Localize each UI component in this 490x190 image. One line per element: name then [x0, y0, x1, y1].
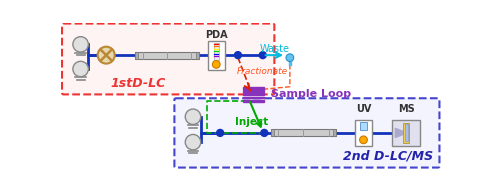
Text: Waste: Waste [259, 44, 290, 54]
Bar [214, 43, 219, 60]
Circle shape [360, 136, 368, 144]
Text: PDA: PDA [205, 30, 227, 40]
Circle shape [185, 135, 201, 150]
Bar [244, 100, 264, 101]
Bar [392, 120, 420, 146]
FancyBboxPatch shape [62, 24, 274, 94]
Polygon shape [286, 54, 294, 61]
Bar [270, 129, 336, 136]
Bar [403, 123, 409, 143]
Bar [196, 52, 199, 59]
Circle shape [185, 109, 201, 124]
Bar [244, 87, 264, 89]
Bar [333, 129, 336, 136]
Bar [244, 93, 264, 95]
FancyBboxPatch shape [174, 98, 440, 168]
Text: UV: UV [356, 104, 371, 114]
Text: Inject: Inject [235, 117, 269, 127]
Bar [244, 90, 264, 92]
Bar [270, 129, 273, 136]
Text: 2nd D-LC/MS: 2nd D-LC/MS [343, 150, 433, 163]
Circle shape [98, 47, 115, 64]
Polygon shape [395, 128, 403, 138]
Bar [355, 120, 372, 146]
Circle shape [73, 61, 88, 77]
Bar [360, 122, 368, 130]
Bar [135, 52, 138, 59]
Text: 1stD-LC: 1stD-LC [110, 77, 165, 90]
Circle shape [234, 52, 242, 59]
Bar [405, 124, 408, 141]
Bar [208, 40, 225, 70]
Circle shape [217, 129, 223, 136]
Circle shape [259, 52, 266, 59]
Text: Fractionate: Fractionate [236, 67, 288, 76]
Circle shape [261, 129, 268, 136]
Circle shape [73, 37, 88, 52]
Text: MS: MS [398, 104, 415, 114]
Text: Sample Loop: Sample Loop [270, 89, 351, 99]
Bar [135, 52, 199, 59]
Bar [244, 97, 264, 98]
Circle shape [212, 61, 220, 68]
